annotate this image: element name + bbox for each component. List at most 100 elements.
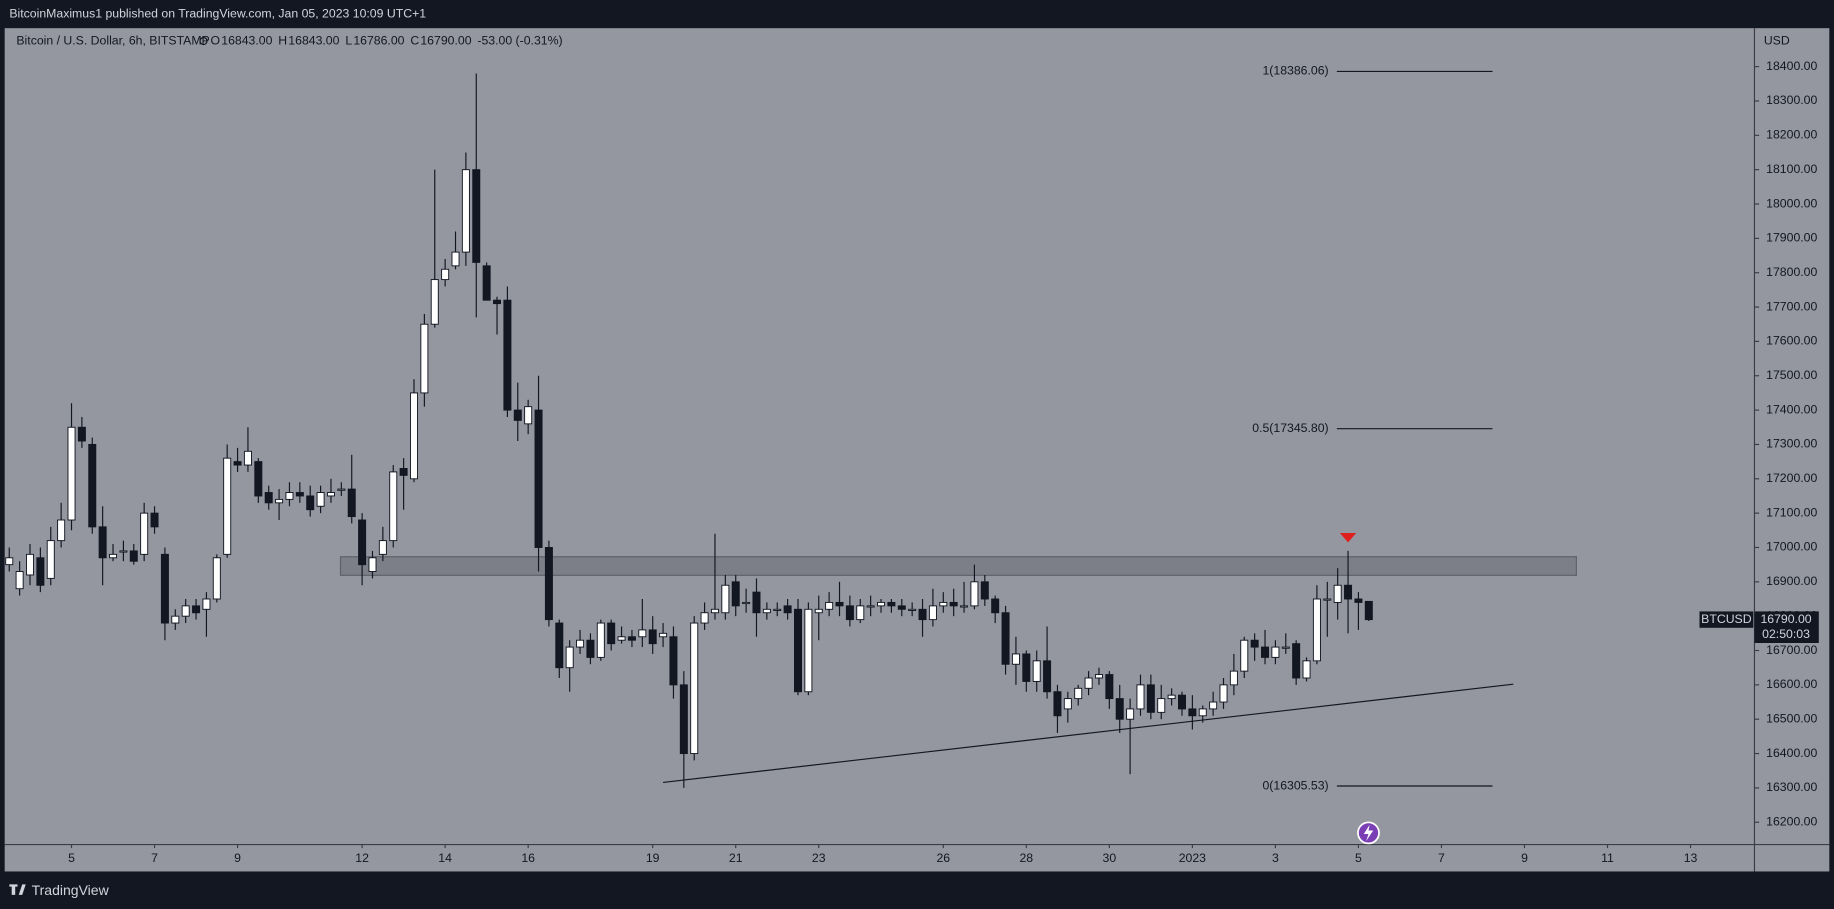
price-label: 16790.00 [1760, 612, 1811, 626]
candle-body [679, 684, 688, 755]
candle-body [1011, 653, 1020, 665]
candle-body [970, 581, 979, 607]
candle-body [503, 299, 512, 411]
candle-body [233, 461, 242, 466]
candle-body [555, 622, 564, 669]
candle-body [617, 636, 626, 641]
candle-body [1115, 698, 1124, 720]
candle-body [1198, 708, 1207, 717]
candle-body [1240, 639, 1249, 672]
candle-body [1032, 660, 1041, 682]
y-tick-label: 18100.00 [1766, 162, 1817, 176]
candle-body [960, 605, 969, 608]
candle-body [295, 492, 304, 497]
candle-body [949, 601, 958, 607]
candle-body [1177, 694, 1186, 710]
candle-body [347, 488, 356, 518]
brand: TradingView [9, 882, 110, 898]
candle-body [804, 608, 813, 693]
candle-body [150, 512, 159, 528]
y-tick-label: 16700.00 [1766, 643, 1817, 657]
candle-body [897, 605, 906, 610]
candle-body [160, 553, 169, 624]
candle-body [731, 581, 740, 607]
market-status [199, 36, 208, 46]
candle-body [513, 409, 522, 421]
x-tick-label: 26 [936, 851, 950, 865]
x-tick-label: 21 [729, 851, 743, 865]
candle-body [659, 632, 668, 638]
candle-body [825, 601, 834, 610]
y-tick-label: 17400.00 [1766, 402, 1817, 416]
candle-body [690, 622, 699, 755]
x-tick-label: 3 [1272, 851, 1279, 865]
fib-label: 1(18386.06) [1262, 64, 1328, 78]
candle-body [1001, 612, 1010, 665]
candle-body [275, 498, 284, 504]
y-tick-label: 17300.00 [1766, 437, 1817, 451]
x-tick-label: 13 [1684, 851, 1698, 865]
ticker-label: BTCUSD [1701, 612, 1752, 626]
y-tick-label: 16900.00 [1766, 574, 1817, 588]
candle-body [1281, 646, 1290, 649]
candle-body [856, 605, 865, 621]
brand-logo [9, 884, 26, 895]
y-tick-label: 16600.00 [1766, 677, 1817, 691]
candle-body [700, 612, 709, 624]
chart-area [4, 28, 1830, 872]
candle-body [223, 457, 232, 555]
candle-body [493, 299, 502, 305]
candle-body [1136, 684, 1145, 710]
candle-body [1209, 701, 1218, 710]
candle-body [430, 279, 439, 325]
candle-body [26, 553, 34, 576]
ohlc-value: 16843.00 [288, 33, 339, 47]
candle-body [254, 461, 263, 497]
x-tick-label: 2023 [1179, 851, 1206, 865]
ohlc-key: C [410, 33, 419, 47]
candle-body [773, 608, 782, 611]
y-tick-label: 17500.00 [1766, 368, 1817, 382]
candle-body [1261, 646, 1270, 658]
candle-body [212, 557, 221, 600]
candle-body [918, 608, 927, 621]
y-tick-label: 17200.00 [1766, 471, 1817, 485]
y-tick-label: 16200.00 [1766, 815, 1817, 829]
trendline [663, 683, 1514, 783]
candle-body [908, 608, 917, 611]
candle-body [1333, 584, 1342, 603]
candle-body [534, 409, 543, 548]
x-tick-label: 7 [1438, 851, 1445, 865]
candle-body [887, 601, 896, 607]
ohlc-key: O [211, 33, 221, 47]
candle-body [1094, 674, 1103, 679]
candle-body [1167, 694, 1176, 700]
candle-body [109, 553, 118, 559]
candle-body [243, 450, 252, 466]
candle-body [762, 608, 771, 614]
y-tick-label: 17700.00 [1766, 299, 1817, 313]
candle-body [1074, 687, 1083, 700]
y-tick-label: 18300.00 [1766, 93, 1817, 107]
candle-body [565, 646, 574, 669]
candle-body [1053, 691, 1062, 717]
countdown: 02:50:03 [1762, 627, 1810, 641]
candle-body [472, 169, 481, 263]
candle-body [264, 492, 273, 504]
candle-body [845, 605, 854, 621]
candle-body [77, 426, 86, 442]
x-tick-label: 9 [234, 851, 241, 865]
candle-body [306, 495, 315, 511]
price-box [1754, 611, 1819, 644]
candle-body [638, 629, 647, 638]
candle-body [1146, 684, 1155, 713]
event-icon-bolt [1363, 824, 1374, 842]
x-tick-label: 5 [1355, 851, 1362, 865]
x-tick-label: 16 [521, 851, 535, 865]
candle-body [627, 636, 636, 641]
publish-info: BitcoinMaximus1 published on TradingView… [9, 6, 426, 20]
ohlc-key: H [278, 33, 287, 47]
signal-marker [1339, 533, 1357, 543]
y-tick-label: 18200.00 [1766, 128, 1817, 142]
candle-body [1250, 639, 1259, 648]
